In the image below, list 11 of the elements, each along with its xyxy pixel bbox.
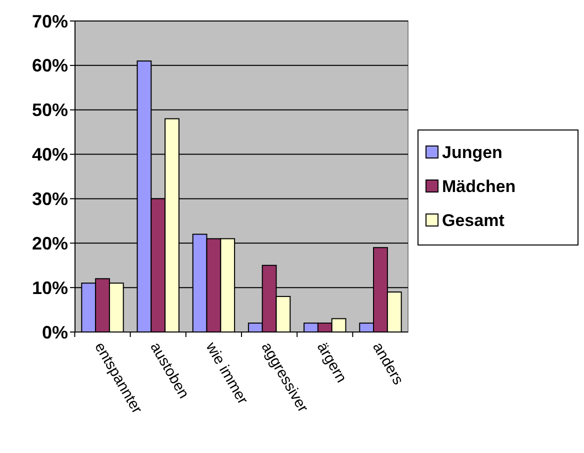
legend-label: Mädchen — [442, 176, 516, 196]
y-tick-label: 30% — [32, 189, 68, 210]
y-tick-label: 40% — [32, 144, 68, 165]
y-tick-label: 70% — [32, 11, 68, 32]
y-tick-label: 20% — [32, 233, 68, 254]
y-tick-label: 0% — [42, 322, 68, 342]
y-tick-label: 10% — [32, 278, 68, 298]
legend-label: Jungen — [442, 142, 502, 162]
y-tick-label: 50% — [32, 100, 68, 120]
legend-label: Gesamt — [442, 210, 505, 230]
y-tick-label: 60% — [32, 56, 68, 76]
